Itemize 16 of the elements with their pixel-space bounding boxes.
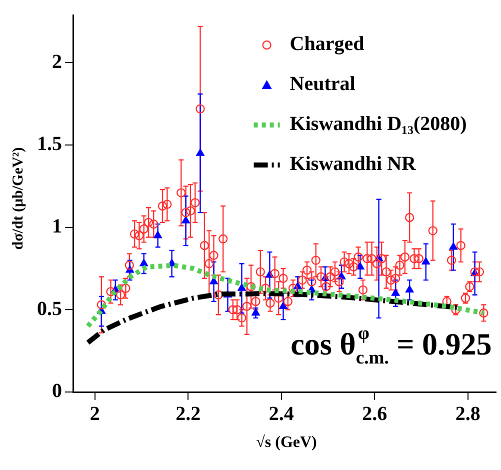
y-tick-label: 1	[52, 216, 62, 238]
x-tick-label: 2.6	[362, 403, 388, 426]
legend-label: Charged	[290, 33, 364, 56]
legend-label: Kiswandhi NR	[290, 153, 417, 176]
x-tick-label: 2.8	[455, 403, 480, 426]
y-tick-label: 0	[52, 380, 62, 402]
legend-label: Kiswandhi D₁₃(2080)	[290, 113, 467, 136]
y-tick-label: 1.5	[37, 133, 62, 156]
y-axis-title: dσ/dt (μb/GeV²)	[10, 146, 28, 252]
legend-label: Neutral	[290, 73, 356, 96]
x-tick-label: 2.2	[176, 403, 201, 426]
x-axis-title: √s (GeV)	[255, 434, 318, 452]
y-tick-label: 2	[52, 50, 62, 73]
x-tick-label: 2.4	[268, 403, 294, 426]
y-tick-label: 0.5	[37, 298, 62, 320]
x-tick-label: 2	[90, 403, 100, 426]
